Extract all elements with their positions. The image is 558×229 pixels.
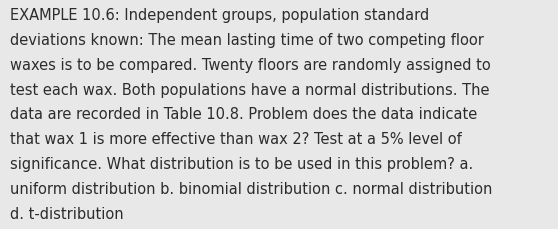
Text: data are recorded in Table 10.8. Problem does the data indicate: data are recorded in Table 10.8. Problem… bbox=[10, 107, 477, 122]
Text: d. t-distribution: d. t-distribution bbox=[10, 206, 124, 221]
Text: EXAMPLE 10.6: Independent groups, population standard: EXAMPLE 10.6: Independent groups, popula… bbox=[10, 8, 429, 23]
Text: test each wax. Both populations have a normal distributions. The: test each wax. Both populations have a n… bbox=[10, 82, 489, 97]
Text: waxes is to be compared. Twenty floors are randomly assigned to: waxes is to be compared. Twenty floors a… bbox=[10, 57, 491, 72]
Text: uniform distribution b. binomial distribution c. normal distribution: uniform distribution b. binomial distrib… bbox=[10, 181, 492, 196]
Text: significance. What distribution is to be used in this problem? a.: significance. What distribution is to be… bbox=[10, 156, 473, 171]
Text: that wax 1 is more effective than wax 2? Test at a 5% level of: that wax 1 is more effective than wax 2?… bbox=[10, 132, 462, 147]
Text: deviations known: The mean lasting time of two competing floor: deviations known: The mean lasting time … bbox=[10, 33, 484, 48]
